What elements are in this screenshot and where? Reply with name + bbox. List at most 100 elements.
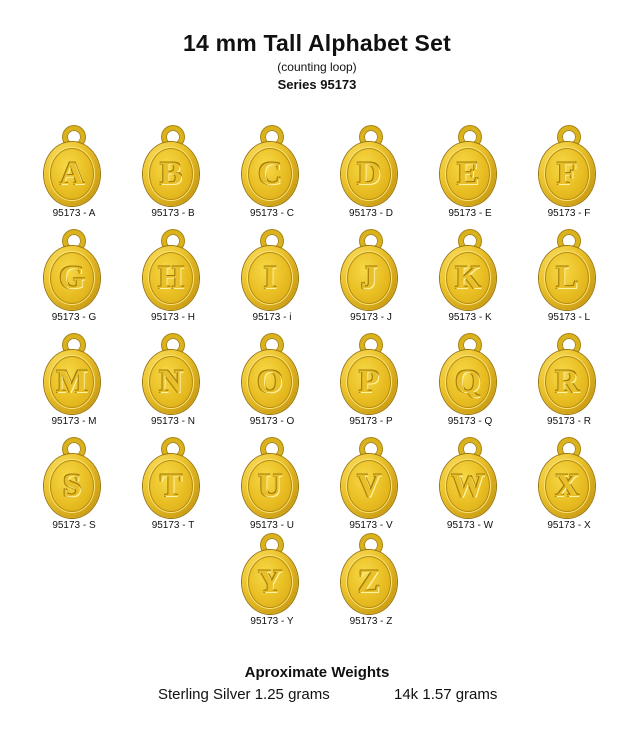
charm-j: J 95173 - J [326,230,416,330]
charm-code: 95173 - T [151,520,195,531]
charm-letter: W [451,467,485,504]
charm-disc: O [242,350,298,414]
charm-disc: Z [341,550,397,614]
charm-disc: E [440,142,496,206]
charm-letter: T [159,467,182,504]
charm-letter: Q [455,363,481,400]
charm-disc: U [242,454,298,518]
charm-n: N 95173 - N [128,334,218,434]
charm-disc: P [341,350,397,414]
page-subtitle: (counting loop) [277,60,357,74]
charm-s: S 95173 - S [29,438,119,538]
charm-letter: L [555,259,578,296]
charm-q: Q 95173 - Q [425,334,515,434]
charm-disc: V [341,454,397,518]
charm-letter: V [357,467,381,504]
charm-code: 95173 - L [547,312,591,323]
charm-disc: F [539,142,595,206]
weights-title: Aproximate Weights [244,664,390,681]
charm-disc: T [143,454,199,518]
charm-letter: A [60,155,84,192]
charm-letter: H [158,259,184,296]
weight-silver: Sterling Silver 1.25 grams [158,686,330,703]
charm-disc: D [341,142,397,206]
charm-i: I 95173 - i [227,230,317,330]
charm-code: 95173 - A [52,208,96,219]
charm-disc: G [44,246,100,310]
charm-y: Y 95173 - Y [227,534,317,634]
charm-disc: S [44,454,100,518]
charm-t: T 95173 - T [128,438,218,538]
charm-disc: Q [440,350,496,414]
charm-letter: Y [258,563,282,600]
series-label: Series 95173 [277,77,357,92]
charm-code: 95173 - E [448,208,492,219]
charm-disc: X [539,454,595,518]
charm-code: 95173 - B [151,208,195,219]
charm-v: V 95173 - V [326,438,416,538]
charm-letter: F [556,155,578,192]
charm-letter: Z [357,563,380,600]
charm-letter: B [159,155,182,192]
charm-letter: X [555,467,579,504]
charm-letter: M [56,363,88,400]
charm-letter: K [455,259,481,296]
charm-letter: G [59,259,85,296]
charm-code: 95173 - C [250,208,294,219]
charm-letter: N [159,363,183,400]
charm-disc: M [44,350,100,414]
charm-code: 95173 - i [252,312,292,323]
charm-code: 95173 - D [349,208,393,219]
charm-code: 95173 - H [151,312,195,323]
charm-letter: E [456,155,479,192]
charm-letter: I [263,259,277,296]
charm-code: 95173 - S [52,520,96,531]
charm-disc: Y [242,550,298,614]
charm-w: W 95173 - W [425,438,515,538]
charm-disc: C [242,142,298,206]
charm-letter: C [258,155,282,192]
charm-letter: J [360,259,378,296]
charm-code: 95173 - Z [349,616,393,627]
charm-disc: A [44,142,100,206]
charm-code: 95173 - G [51,312,97,323]
charm-letter: P [358,363,380,400]
charm-letter: O [257,363,283,400]
charm-code: 95173 - V [349,520,393,531]
charm-k: K 95173 - K [425,230,515,330]
charm-code: 95173 - P [349,416,393,427]
charm-code: 95173 - R [547,416,591,427]
charm-disc: K [440,246,496,310]
charm-disc: W [440,454,496,518]
charm-code: 95173 - W [446,520,494,531]
charm-disc: B [143,142,199,206]
charm-code: 95173 - Y [250,616,294,627]
charm-letter: R [555,363,579,400]
page-title: 14 mm Tall Alphabet Set [183,30,451,56]
charm-g: G 95173 - G [29,230,119,330]
charm-a: A 95173 - A [29,126,119,226]
charm-d: D 95173 - D [326,126,416,226]
charm-code: 95173 - X [547,520,591,531]
charm-f: F 95173 - F [524,126,614,226]
charm-x: X 95173 - X [524,438,614,538]
charm-z: Z 95173 - Z [326,534,416,634]
charm-code: 95173 - J [350,312,392,323]
charm-b: B 95173 - B [128,126,218,226]
charm-code: 95173 - K [448,312,492,323]
charm-disc: N [143,350,199,414]
charm-h: H 95173 - H [128,230,218,330]
charm-code: 95173 - N [151,416,195,427]
charm-code: 95173 - Q [447,416,493,427]
charm-disc: I [242,246,298,310]
charm-code: 95173 - M [51,416,97,427]
charm-o: O 95173 - O [227,334,317,434]
charm-m: M 95173 - M [29,334,119,434]
weight-gold: 14k 1.57 grams [394,686,498,703]
charm-letter: D [357,155,381,192]
charm-disc: R [539,350,595,414]
charm-disc: J [341,246,397,310]
charm-r: R 95173 - R [524,334,614,434]
charm-u: U 95173 - U [227,438,317,538]
charm-p: P 95173 - P [326,334,416,434]
